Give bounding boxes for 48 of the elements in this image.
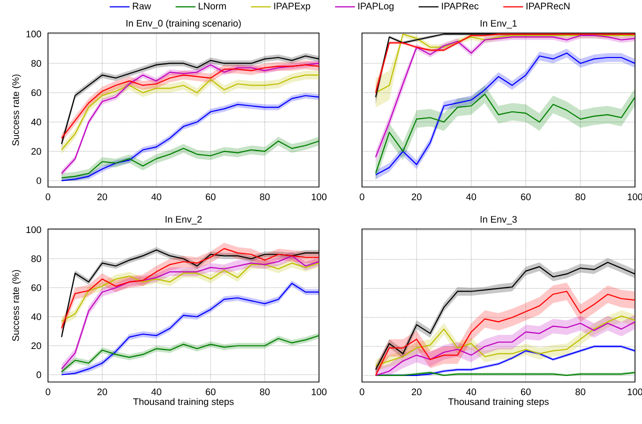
legend-label: LNorm xyxy=(198,2,226,10)
x-tick-label: 20 xyxy=(412,388,422,396)
y-tick-label: 20 xyxy=(31,342,42,350)
x-axis-title: Thousand training steps xyxy=(448,398,549,407)
y-tick-label: 0 xyxy=(36,177,42,184)
x-tick-label: 80 xyxy=(260,194,270,200)
y-tick-label: 0 xyxy=(36,371,42,378)
x-tick-label: 20 xyxy=(97,388,108,396)
chart-title: In Env_0 (training scenario) xyxy=(126,20,241,28)
y-tick-label: 40 xyxy=(31,118,42,126)
x-tick-label: 80 xyxy=(260,388,270,396)
x-axis-title: Thousand training steps xyxy=(133,398,234,407)
x-tick-label: 40 xyxy=(151,194,162,200)
y-tick-label: 20 xyxy=(31,148,42,155)
x-tick-label: 20 xyxy=(97,194,108,200)
chart-title: In Env_3 xyxy=(480,216,517,224)
legend-label: IPAPLog xyxy=(358,2,394,12)
chart-title: In Env_2 xyxy=(166,216,202,224)
y-axis-title: Success rate (%) xyxy=(12,270,21,342)
x-tick-label: 0 xyxy=(360,388,364,396)
y-tick-label: 40 xyxy=(31,313,42,320)
legend-label: IPAPRec xyxy=(442,2,479,10)
y-tick-label: 100 xyxy=(26,30,42,38)
x-tick-label: 100 xyxy=(312,194,327,200)
y-tick-label: 80 xyxy=(31,255,42,262)
y-tick-label: 80 xyxy=(31,60,42,67)
x-tick-label: 80 xyxy=(576,388,586,396)
x-tick-label: 60 xyxy=(206,194,216,200)
y-tick-label: 60 xyxy=(31,284,42,292)
x-tick-label: 80 xyxy=(576,194,586,200)
x-tick-label: 40 xyxy=(151,388,162,396)
y-tick-label: 100 xyxy=(26,226,42,234)
x-tick-label: 40 xyxy=(466,194,476,200)
y-tick-label: 60 xyxy=(31,89,42,96)
legend-label: IPAPRecN xyxy=(526,2,570,10)
x-tick-label: 40 xyxy=(466,388,476,396)
x-tick-label: 100 xyxy=(312,388,327,396)
x-tick-label: 60 xyxy=(206,388,216,396)
y-axis-title: Success rate (%) xyxy=(12,74,21,146)
x-tick-label: 60 xyxy=(521,388,531,396)
legend-label: IPAPExp xyxy=(274,2,310,12)
x-tick-label: 20 xyxy=(412,194,422,200)
x-tick-label: 0 xyxy=(46,388,50,396)
chart-title: In Env_1 xyxy=(480,20,517,28)
x-tick-label: 60 xyxy=(521,194,531,200)
legend-label: Raw xyxy=(132,2,152,10)
x-tick-label: 0 xyxy=(46,194,50,200)
x-tick-label: 0 xyxy=(360,194,364,200)
